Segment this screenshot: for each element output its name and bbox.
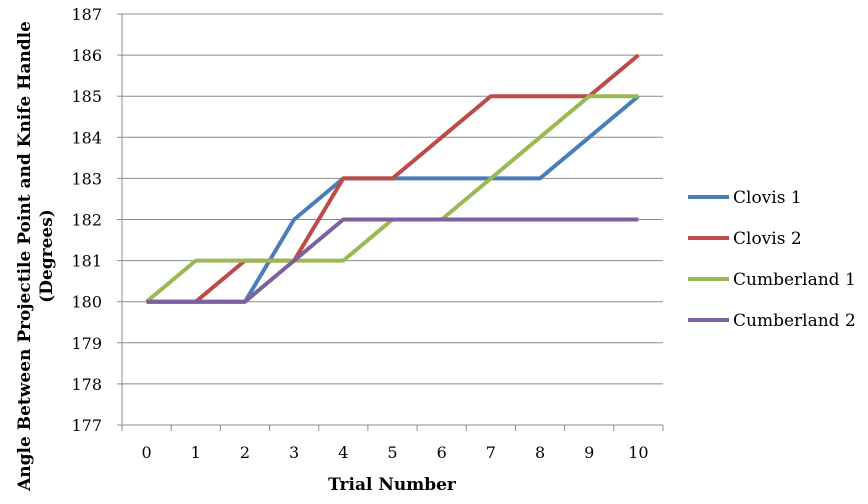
legend-label: Clovis 2: [733, 229, 802, 249]
x-tick-label: 9: [584, 443, 594, 462]
x-tick-label: 8: [535, 443, 545, 462]
x-axis-title: Trial Number: [328, 475, 457, 495]
x-tick-label: 7: [486, 443, 496, 462]
legend-item: Cumberland 1: [688, 270, 856, 290]
y-tick-label: 186: [71, 46, 102, 65]
x-tick-label: 6: [437, 443, 447, 462]
y-axis-title-line2: (Degrees): [37, 209, 57, 303]
y-tick-label: 184: [71, 128, 102, 147]
x-tick-label: 2: [240, 443, 250, 462]
series-line-clovis-2: [146, 53, 640, 304]
legend-label: Clovis 1: [733, 188, 802, 208]
x-tick-label: 1: [191, 443, 201, 462]
y-tick-label: 180: [71, 293, 102, 312]
legend: Clovis 1 Clovis 2 Cumberland 1 Cumberland 2: [688, 188, 856, 331]
y-tick-label: 181: [71, 252, 102, 271]
series-lines: [145, 53, 640, 304]
x-tick-label: 5: [387, 443, 397, 462]
series-line-cumberland-1: [145, 94, 639, 304]
legend-label: Cumberland 1: [733, 270, 856, 290]
x-tick-label: 4: [338, 443, 348, 462]
series-line-clovis-1: [146, 94, 640, 304]
legend-label: Cumberland 2: [733, 311, 856, 331]
legend-item: Clovis 2: [688, 229, 802, 249]
x-tick-label: 10: [628, 443, 648, 462]
y-tick-label: 179: [71, 334, 102, 353]
y-tick-label: 183: [71, 169, 102, 188]
x-tick-label: 3: [289, 443, 299, 462]
y-axis-title: Angle Between Projectile Point and Knife…: [15, 21, 57, 492]
x-tick-label: 0: [141, 443, 151, 462]
y-tick-label: 182: [71, 211, 102, 230]
y-tick-label: 187: [71, 5, 102, 24]
legend-item: Cumberland 2: [688, 311, 856, 331]
y-tick-label: 185: [71, 87, 102, 106]
x-axis-ticks: 0 1 2 3 4 5 6 7 8 9 10: [121, 425, 664, 462]
series-line-cumberland-2: [146, 217, 639, 304]
y-axis-title-line1: Angle Between Projectile Point and Knife…: [15, 21, 35, 492]
y-axis-ticks: 177 178 179 180 181 182 183 184 185 186 187: [71, 5, 122, 435]
y-tick-label: 178: [71, 375, 102, 394]
gridlines: [122, 13, 663, 385]
legend-item: Clovis 1: [688, 188, 802, 208]
y-tick-label: 177: [71, 416, 102, 435]
